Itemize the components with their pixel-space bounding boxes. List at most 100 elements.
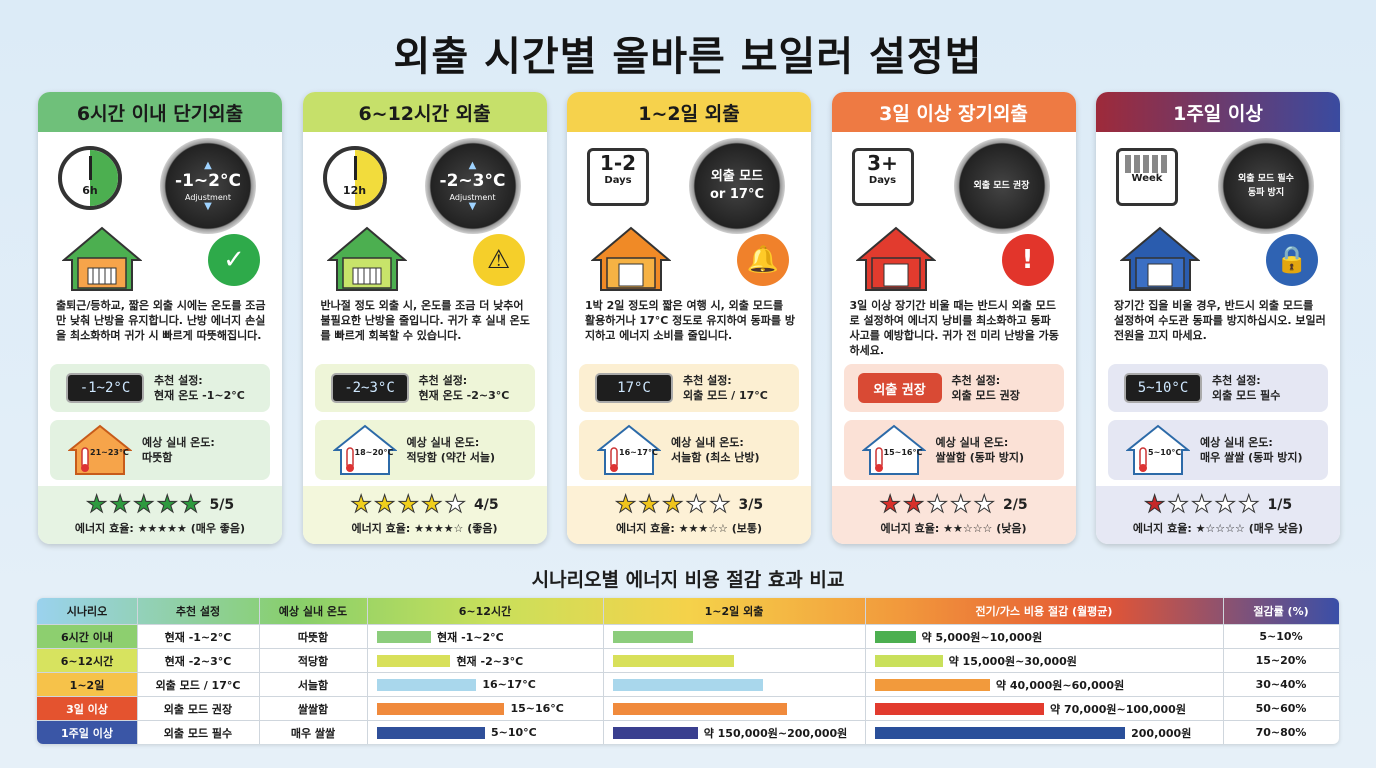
card-description: 장기간 집을 비울 경우, 반드시 외출 모드를 설정하여 수도관 동파를 방지… <box>1114 299 1326 342</box>
bar <box>613 679 764 691</box>
star-icon: ★ <box>685 490 709 519</box>
check-icon: ✓ <box>208 234 260 286</box>
rating-score: 2/5 <box>1002 497 1028 513</box>
star-icon: ★ <box>156 490 180 519</box>
star-icon: ★ <box>132 490 157 519</box>
thermometer-house-icon: 21~23°C <box>67 424 133 476</box>
setting-cell: 현재 -1~2°C <box>164 630 232 644</box>
card-header: 6~12시간 외출 <box>302 92 547 132</box>
star-icon: ★ <box>879 490 903 519</box>
expected-temperature: 5~10°C 예상 실내 온도: 매우 쌀쌀 (동파 방지) <box>1108 420 1328 480</box>
bar-label: 현재 -1~2°C <box>437 630 504 644</box>
rate-cell: 5~10% <box>1259 630 1303 643</box>
table-header <box>37 598 1339 624</box>
comparison-title: 시나리오별 에너지 비용 절감 효과 비교 <box>531 569 845 591</box>
temperature-cell: 적당함 <box>297 654 329 668</box>
bar <box>875 631 916 643</box>
recommend-badge: 외출 권장 <box>857 373 942 403</box>
star-icon: ★ <box>179 490 204 519</box>
card-header: 1주일 이상 <box>1096 92 1340 132</box>
efficiency-label: 에너지 효율: ★★★★☆ (좋음) <box>351 522 498 535</box>
card-description: 1박 2일 정도의 짧은 여행 시, 외출 모드를 활용하거나 17°C 정도로… <box>585 299 795 342</box>
efficiency-label: 에너지 효율: ★★☆☆☆ (낮음) <box>880 522 1027 535</box>
bar <box>875 655 943 667</box>
bar-label: 약 40,000원~60,000원 <box>995 678 1125 692</box>
table-row: 3일 이상 외출 모드 권장 쌀쌀함 15~16°C 약 70,000원~100,000… <box>37 696 1339 720</box>
bar <box>613 703 788 715</box>
bar-label: 약 5,000원~10,000원 <box>921 630 1043 644</box>
bar-label: 약 150,000원~200,000원 <box>703 726 848 740</box>
card-description: 반나절 정도 외출 시, 온도를 조금 더 낮추어 불필요한 난방을 줄입니다.… <box>320 299 530 342</box>
bar <box>875 679 990 691</box>
rating-score: 1/5 <box>1267 497 1293 513</box>
thermostat-display: 5~10°C <box>1124 373 1202 403</box>
star-icon: ★ <box>85 490 110 519</box>
expected-temperature: 21~23°C 예상 실내 온도: 따뜻함 <box>50 420 270 480</box>
scenario-name: 1주일 이상 <box>37 721 137 744</box>
house-icon <box>1119 224 1201 294</box>
bar <box>377 679 477 691</box>
star-icon: ★ <box>373 490 398 519</box>
table-row: 1주일 이상 외출 모드 필수 매우 쌀쌀 5~10°C 약 150,000원~200,… <box>37 720 1339 744</box>
energy-rating: ★★★★★ 5/5 에너지 효율: ★★★★★ (매우 좋음) <box>38 486 282 544</box>
clock-icon: 12h <box>322 146 387 210</box>
calendar-icon: 1-2 Days <box>587 148 649 206</box>
bell-icon: 🔔 <box>737 234 789 286</box>
calendar-icon: Week <box>1116 148 1178 206</box>
bar-label: 5~10°C <box>491 726 537 739</box>
scenario-name: 3일 이상 <box>37 697 137 720</box>
energy-rating: ★★★★★ 1/5 에너지 효율: ★☆☆☆☆ (매우 낮음) <box>1096 486 1340 544</box>
setting-cell: 외출 모드 권장 <box>163 702 233 716</box>
thermostat-dial: 외출 모드 or 17°C <box>689 138 785 234</box>
thermostat-display: 17°C <box>595 373 673 403</box>
efficiency-label: 에너지 효율: ★★★☆☆ (보통) <box>615 522 763 535</box>
thermostat-dial: 외출 모드 권장 <box>953 138 1050 234</box>
star-icon: ★ <box>949 490 974 519</box>
thermometer-house-icon: 15~16°C <box>860 424 927 476</box>
setting-cell: 외출 모드 필수 <box>163 726 233 740</box>
table-row: 6~12시간 현재 -2~3°C 적당함 현재 -2~3°C 약 15,000원~30,… <box>37 648 1339 672</box>
table-row: 1~2일 외출 모드 / 17°C 서늘함 16~17°C 약 40,000원~60,0… <box>37 672 1339 696</box>
column-divider <box>865 598 866 744</box>
table-header-cell: 예상 실내 온도 <box>278 605 348 618</box>
recommended-setting: 17°C 추천 설정: 외출 모드 / 17°C <box>579 364 799 412</box>
thermometer-house-icon: 18~20°C <box>331 424 398 476</box>
bar-label: 16~17°C <box>482 678 536 691</box>
warning-icon: ⚠ <box>472 234 525 286</box>
bar-label: 200,000원 <box>1131 726 1192 740</box>
rating-score: 3/5 <box>738 497 764 513</box>
column-divider <box>603 598 604 744</box>
star-icon: ★ <box>444 490 468 519</box>
recommended-setting: 5~10°C 추천 설정: 외출 모드 필수 <box>1108 364 1328 412</box>
clock-icon: 6h <box>58 146 122 210</box>
bar-label: 15~16°C <box>510 702 564 715</box>
recommended-setting: -2~3°C 추천 설정: 현재 온도 -2~3°C <box>314 364 535 412</box>
rate-cell: 50~60% <box>1255 702 1307 715</box>
table-header-cell: 시나리오 <box>66 605 108 618</box>
bar-label: 현재 -2~3°C <box>456 654 524 668</box>
temperature-cell: 매우 쌀쌀 <box>290 726 336 740</box>
scenario-card: 6시간 이내 단기외출 6h ▲ -1~2°C Adjustment ▼ ✓ 출퇴근/등하교,… <box>38 92 282 544</box>
star-icon: ★ <box>708 490 733 519</box>
bar <box>613 727 698 739</box>
expected-temperature: 18~20°C 예상 실내 온도: 적당함 (약간 서늘) <box>314 420 535 480</box>
star-icon: ★ <box>1167 490 1191 519</box>
scenario-card: 3일 이상 장기외출 3+ Days 외출 모드 권장! 3일 이상 장기간 비울 때는… <box>831 92 1076 544</box>
recommended-setting: 외출 권장 추천 설정: 외출 모드 권장 <box>843 364 1064 412</box>
efficiency-label: 에너지 효율: ★★★★★ (매우 좋음) <box>74 522 246 535</box>
star-icon: ★ <box>420 490 445 519</box>
scenario-name: 6시간 이내 <box>37 625 137 648</box>
thermostat-dial: 외출 모드 필수 동파 방지 <box>1218 138 1314 234</box>
column-divider <box>367 598 368 744</box>
setting-cell: 현재 -2~3°C <box>164 654 232 668</box>
lock-icon: 🔒 <box>1266 234 1318 286</box>
star-icon: ★ <box>902 490 927 519</box>
bar <box>377 655 451 667</box>
star-icon: ★ <box>926 490 950 519</box>
energy-rating: ★★★★★ 2/5 에너지 효율: ★★☆☆☆ (낮음) <box>831 486 1076 544</box>
star-icon: ★ <box>1190 490 1215 519</box>
table-header-cell: 6~12시간 <box>458 605 512 618</box>
expected-temperature: 16~17°C 예상 실내 온도: 서늘함 (최소 난방) <box>579 420 799 480</box>
card-header: 3일 이상 장기외출 <box>831 92 1076 132</box>
house-icon <box>325 224 408 294</box>
